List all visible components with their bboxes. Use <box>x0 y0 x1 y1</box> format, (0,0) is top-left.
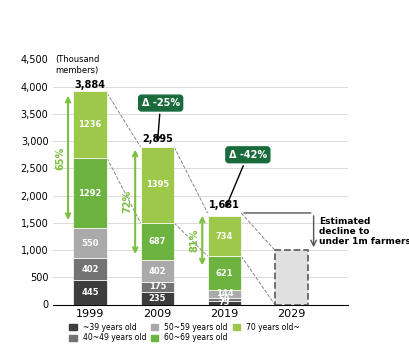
Legend: ~39 years old, 40~49 years old, 50~59 years old, 60~69 years old, 70 years old~: ~39 years old, 40~49 years old, 50~59 ye… <box>66 320 302 345</box>
Bar <box>140 223 174 260</box>
Text: 402: 402 <box>148 267 166 276</box>
Text: 2,895: 2,895 <box>142 134 172 144</box>
Text: 81%: 81% <box>189 229 199 252</box>
Text: 402: 402 <box>81 265 99 274</box>
Text: 235: 235 <box>148 294 166 303</box>
Text: 734: 734 <box>215 232 232 241</box>
Text: 72%: 72% <box>122 190 132 214</box>
Text: 50: 50 <box>218 295 229 304</box>
Bar <box>73 258 107 280</box>
Text: 3,884: 3,884 <box>74 80 106 90</box>
Bar <box>207 256 240 290</box>
Bar <box>73 91 107 158</box>
Text: 1236: 1236 <box>78 120 102 129</box>
Bar <box>140 292 174 304</box>
Text: Δ -42%: Δ -42% <box>225 150 266 207</box>
Bar <box>207 298 240 301</box>
Text: 175: 175 <box>148 282 166 292</box>
Text: Δ -25%: Δ -25% <box>141 98 179 140</box>
Text: Estimated
decline to
under 1m farmers: Estimated decline to under 1m farmers <box>318 217 409 246</box>
Text: 1395: 1395 <box>145 180 169 189</box>
Text: 445: 445 <box>81 288 99 297</box>
Text: 687: 687 <box>148 237 166 246</box>
Bar <box>73 158 107 229</box>
Text: (Thousand
members): (Thousand members) <box>55 55 99 75</box>
Bar <box>73 229 107 258</box>
Bar <box>207 216 240 256</box>
Text: Forecasted trends in the JP agricultural working
population: Forecasted trends in the JP agricultural… <box>36 10 373 38</box>
Text: 144: 144 <box>215 289 233 299</box>
Bar <box>140 147 174 223</box>
Text: 73: 73 <box>218 298 229 307</box>
Bar <box>207 290 240 298</box>
Text: 1292: 1292 <box>78 189 102 198</box>
Bar <box>207 301 240 304</box>
Bar <box>73 280 107 304</box>
Text: 621: 621 <box>215 268 233 278</box>
Text: 65%: 65% <box>55 146 65 169</box>
Bar <box>140 260 174 282</box>
Bar <box>274 250 308 304</box>
Bar <box>140 282 174 292</box>
Text: 550: 550 <box>81 239 99 248</box>
Text: 1,681: 1,681 <box>209 200 239 210</box>
